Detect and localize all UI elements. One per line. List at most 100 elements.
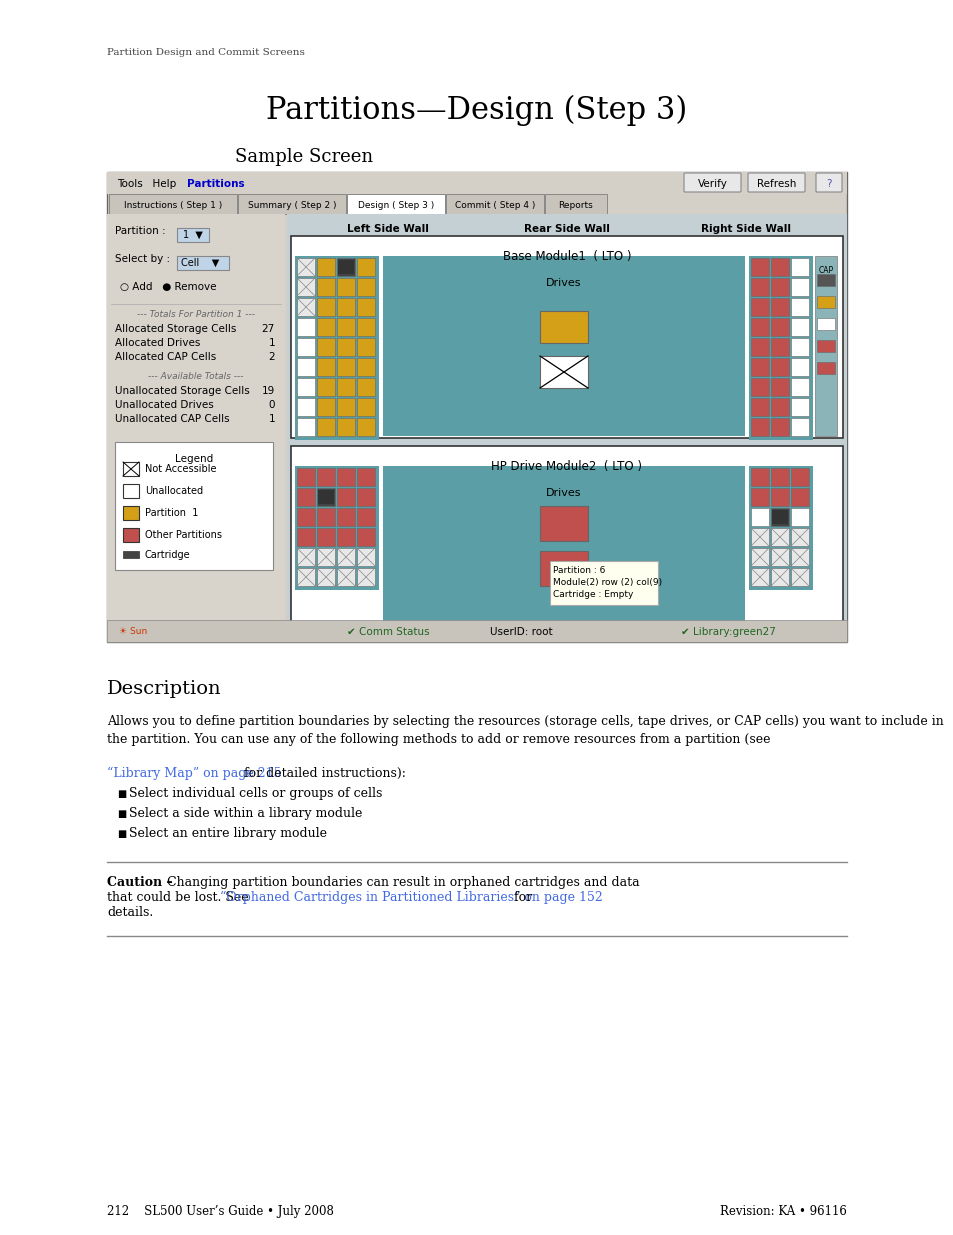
Text: Revision: KA • 96116: Revision: KA • 96116: [720, 1205, 846, 1218]
Bar: [347, 194, 444, 214]
Text: --- Totals For Partition 1 ---: --- Totals For Partition 1 ---: [137, 310, 254, 319]
Text: Commit ( Step 4 ): Commit ( Step 4 ): [455, 200, 535, 210]
Text: “Library Map” on page 215: “Library Map” on page 215: [107, 767, 281, 781]
Bar: [770, 529, 788, 546]
Bar: [750, 298, 768, 316]
Text: Verify: Verify: [697, 179, 727, 189]
Bar: [336, 508, 355, 526]
Bar: [316, 508, 335, 526]
Bar: [816, 362, 834, 374]
Text: --- Available Totals ---: --- Available Totals ---: [148, 372, 244, 382]
Bar: [177, 228, 209, 242]
Bar: [294, 466, 378, 590]
Bar: [316, 258, 335, 275]
Text: Base Module1  ( LTO ): Base Module1 ( LTO ): [502, 249, 631, 263]
Bar: [123, 529, 139, 542]
Bar: [790, 488, 808, 506]
Bar: [770, 317, 788, 336]
Bar: [770, 258, 788, 275]
Bar: [287, 214, 846, 642]
Bar: [790, 398, 808, 416]
Bar: [296, 529, 314, 546]
Text: ○ Add   ● Remove: ○ Add ● Remove: [120, 282, 216, 291]
Bar: [316, 488, 335, 506]
Text: details.: details.: [107, 906, 153, 919]
Text: Reports: Reports: [558, 200, 593, 210]
Bar: [316, 529, 335, 546]
Bar: [750, 508, 768, 526]
Text: Summary ( Step 2 ): Summary ( Step 2 ): [248, 200, 335, 210]
Text: Partition : 6: Partition : 6: [553, 566, 605, 576]
Bar: [750, 398, 768, 416]
Text: Other Partitions: Other Partitions: [145, 530, 222, 540]
Text: Right Side Wall: Right Side Wall: [700, 224, 790, 233]
Text: Unallocated Drives: Unallocated Drives: [115, 400, 213, 410]
Bar: [316, 568, 335, 585]
Bar: [296, 488, 314, 506]
Text: ☀ Sun: ☀ Sun: [119, 627, 147, 636]
Bar: [296, 358, 314, 375]
Bar: [790, 258, 808, 275]
Bar: [316, 358, 335, 375]
Bar: [107, 172, 846, 194]
Text: Design ( Step 3 ): Design ( Step 3 ): [357, 200, 434, 210]
Bar: [356, 488, 375, 506]
Bar: [750, 317, 768, 336]
Bar: [816, 317, 834, 330]
Bar: [750, 417, 768, 436]
Bar: [316, 338, 335, 356]
Bar: [770, 468, 788, 487]
Text: Partitions—Design (Step 3): Partitions—Design (Step 3): [266, 95, 687, 126]
Bar: [771, 510, 787, 524]
Bar: [750, 529, 768, 546]
Bar: [296, 378, 314, 396]
Bar: [296, 548, 314, 566]
FancyBboxPatch shape: [747, 173, 804, 191]
Bar: [336, 417, 355, 436]
Text: Allocated Storage Cells: Allocated Storage Cells: [115, 324, 236, 333]
Bar: [296, 417, 314, 436]
Bar: [107, 620, 846, 642]
Text: Unallocated: Unallocated: [145, 487, 203, 496]
Bar: [123, 506, 139, 520]
Bar: [770, 488, 788, 506]
Bar: [539, 551, 587, 585]
Bar: [790, 338, 808, 356]
Bar: [177, 256, 229, 270]
Text: ?: ?: [825, 179, 831, 189]
Text: ✔ Library:green27: ✔ Library:green27: [680, 627, 775, 637]
Text: 0: 0: [268, 400, 274, 410]
Bar: [382, 256, 744, 436]
Bar: [291, 446, 842, 638]
Text: ■: ■: [117, 789, 126, 799]
Text: Partition Design and Commit Screens: Partition Design and Commit Screens: [107, 48, 305, 57]
Bar: [770, 417, 788, 436]
Text: Partition :: Partition :: [115, 226, 166, 236]
Text: Select by :: Select by :: [115, 254, 170, 264]
Bar: [336, 258, 355, 275]
Bar: [770, 568, 788, 585]
Bar: [544, 194, 606, 214]
Text: Select individual cells or groups of cells: Select individual cells or groups of cel…: [129, 787, 382, 800]
Bar: [750, 338, 768, 356]
Text: 27: 27: [261, 324, 274, 333]
Bar: [356, 378, 375, 396]
Bar: [336, 358, 355, 375]
Text: Module(2) row (2) col(9): Module(2) row (2) col(9): [553, 578, 661, 587]
Bar: [296, 278, 314, 296]
Bar: [109, 194, 236, 214]
Bar: [790, 548, 808, 566]
Text: Allocated Drives: Allocated Drives: [115, 338, 200, 348]
Text: Drives: Drives: [546, 278, 581, 288]
Text: Cell    ▼: Cell ▼: [181, 258, 219, 268]
Text: ■: ■: [117, 829, 126, 839]
Bar: [748, 256, 812, 440]
Text: Legend: Legend: [174, 454, 213, 464]
Bar: [790, 278, 808, 296]
Bar: [750, 258, 768, 275]
Bar: [336, 398, 355, 416]
Bar: [336, 468, 355, 487]
Bar: [446, 194, 543, 214]
Bar: [790, 317, 808, 336]
Bar: [316, 278, 335, 296]
